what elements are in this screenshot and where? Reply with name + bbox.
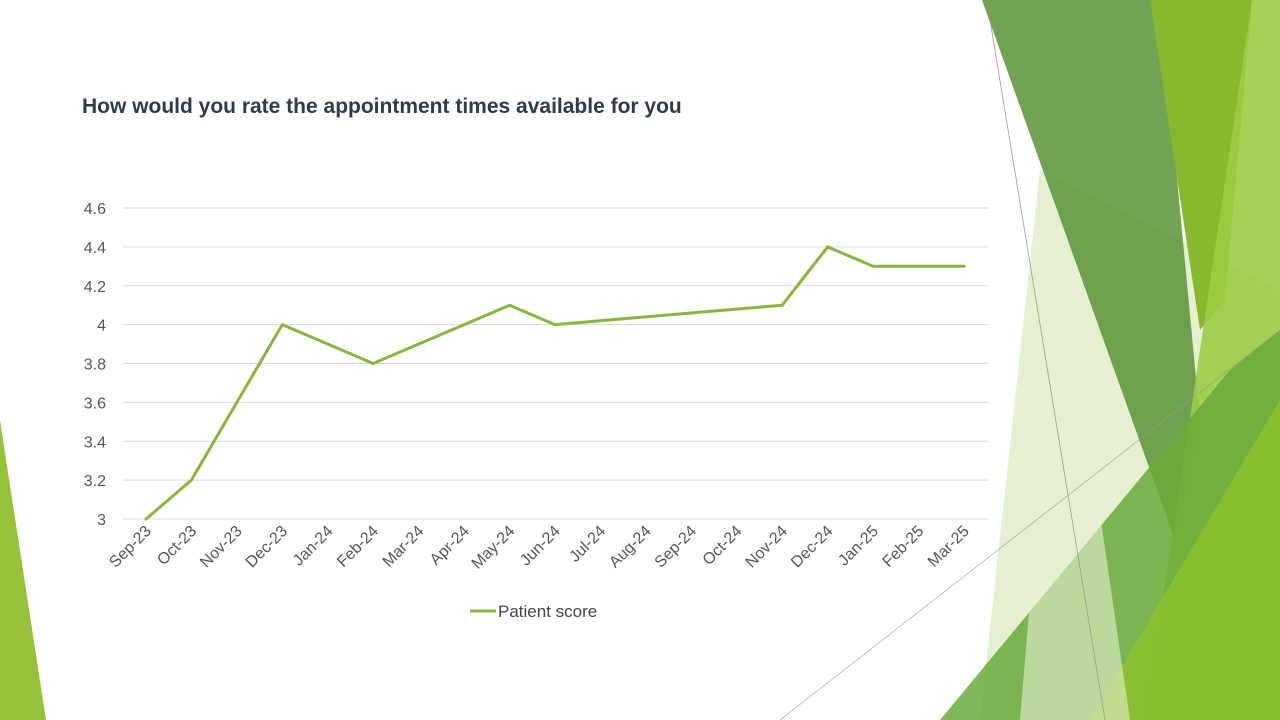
- x-tick-label: Jul-24: [566, 523, 609, 566]
- y-tick-label: 3.8: [84, 357, 106, 374]
- x-tick-label: Jun-24: [517, 523, 564, 570]
- x-tick-label: Jan-24: [290, 523, 337, 570]
- chart-title: How would you rate the appointment times…: [82, 95, 682, 118]
- right-pale-facet: [1020, 240, 1130, 720]
- legend-label: Patient score: [498, 602, 597, 621]
- x-tick-label: Nov-24: [743, 523, 792, 572]
- x-tick-label: May-24: [469, 523, 519, 573]
- y-tick-label: 3.4: [84, 434, 106, 451]
- decor-line-1: [989, 19, 1106, 720]
- y-tick-label: 3.6: [84, 395, 106, 412]
- x-tick-label: Aug-24: [606, 523, 655, 572]
- x-tick-label: Dec-24: [788, 523, 837, 572]
- x-tick-label: Mar-24: [380, 523, 428, 571]
- x-tick-label: Sep-24: [652, 523, 701, 572]
- x-tick-label: Mar-25: [925, 523, 973, 571]
- x-tick-label: Jan-25: [835, 523, 882, 570]
- decor-line-2: [779, 329, 1280, 720]
- x-tick-label: Sep-23: [106, 523, 155, 572]
- left-green-sliver: [0, 420, 46, 720]
- right-dark-facet: [982, 0, 1200, 540]
- x-tick-label: Oct-24: [700, 523, 746, 569]
- x-tick-label: Feb-24: [334, 523, 382, 571]
- y-tick-label: 3.2: [84, 473, 106, 490]
- y-tick-label: 4.6: [84, 201, 106, 218]
- right-lime-facet: [1090, 400, 1280, 720]
- x-tick-label: Apr-24: [427, 523, 473, 569]
- y-tick-label: 4.2: [84, 279, 106, 296]
- x-tick-label: Nov-23: [197, 523, 246, 572]
- x-tick-label: Oct-23: [154, 523, 200, 569]
- y-tick-label: 3: [97, 512, 106, 529]
- series-line: [144, 245, 966, 521]
- y-tick-label: 4.4: [84, 240, 106, 257]
- x-tick-label: Feb-25: [880, 523, 928, 571]
- x-tick-label: Dec-23: [243, 523, 292, 572]
- y-tick-label: 4: [97, 318, 106, 335]
